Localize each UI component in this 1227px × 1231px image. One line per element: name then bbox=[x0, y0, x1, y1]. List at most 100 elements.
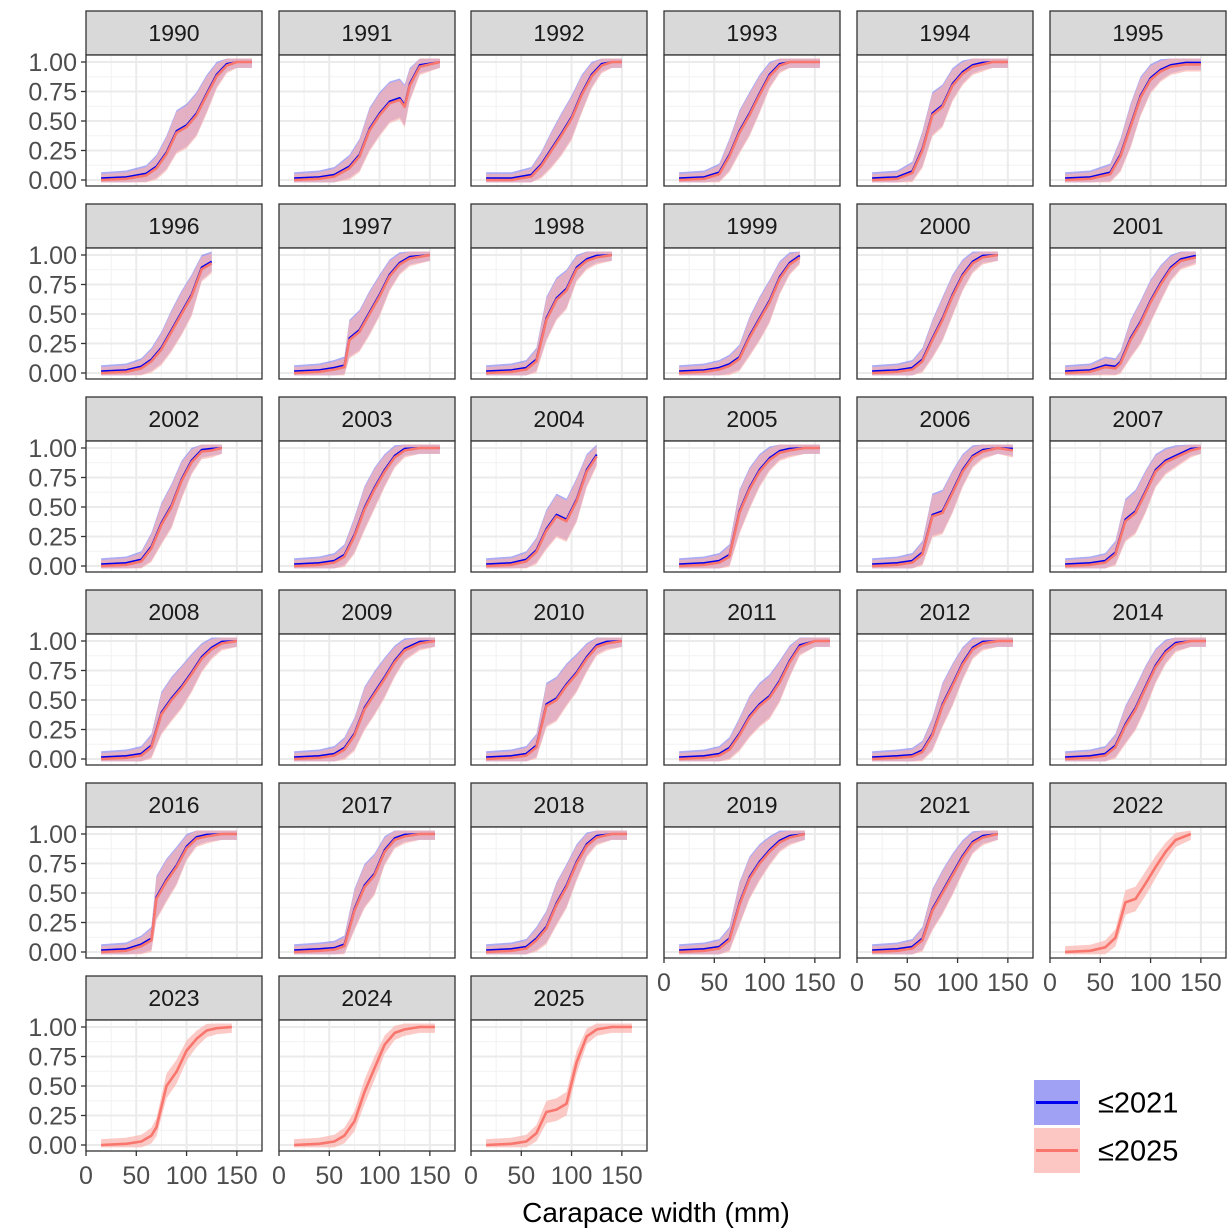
y-tick-label: 0.25 bbox=[28, 138, 77, 166]
x-tick-label: 50 bbox=[893, 969, 921, 997]
x-tick-label: 100 bbox=[359, 1162, 401, 1190]
facet-title: 2024 bbox=[341, 985, 392, 1011]
ribbon-2025 bbox=[294, 830, 435, 955]
facet-panel-2000: 2000 bbox=[856, 203, 1034, 380]
x-axis-label: Carapace width (mm) bbox=[522, 1197, 790, 1228]
facet-border bbox=[470, 247, 648, 380]
facet-title: 1995 bbox=[1112, 20, 1163, 46]
facet-border bbox=[278, 247, 456, 380]
facet-panel-2007: 2007 bbox=[1049, 396, 1227, 573]
ribbon-2025 bbox=[101, 637, 237, 762]
facet-title: 2025 bbox=[533, 985, 584, 1011]
x-tick-label: 150 bbox=[216, 1162, 258, 1190]
facet-border bbox=[663, 826, 841, 959]
facet-title: 2019 bbox=[726, 792, 777, 818]
facet-panel-2011: 2011 bbox=[663, 589, 841, 766]
line-2025 bbox=[486, 1025, 632, 1147]
y-tick-label: 0.75 bbox=[28, 79, 77, 107]
x-tick-label: 150 bbox=[1180, 969, 1222, 997]
facet-panel-2022: 2022 0 50 100 150 bbox=[1043, 782, 1227, 997]
facet-title: 2016 bbox=[148, 792, 199, 818]
x-tick-label: 100 bbox=[551, 1162, 593, 1190]
facet-border bbox=[856, 633, 1034, 766]
facet-title: 1991 bbox=[341, 20, 392, 46]
line-2025 bbox=[486, 455, 598, 568]
facet-strip bbox=[663, 782, 841, 828]
y-tick-label: 0.50 bbox=[28, 687, 77, 715]
ribbon-2025 bbox=[486, 58, 622, 183]
facet-strip bbox=[663, 203, 841, 249]
ribbon-2025 bbox=[294, 58, 440, 183]
x-tick-label: 0 bbox=[79, 1162, 93, 1190]
line-2025 bbox=[101, 639, 238, 761]
line-2025 bbox=[679, 446, 820, 568]
facet-border bbox=[1049, 826, 1227, 959]
line-2025 bbox=[1065, 446, 1202, 568]
facet-panel-2005: 2005 bbox=[663, 396, 841, 573]
line-2025 bbox=[101, 1025, 232, 1147]
y-tick-label: 1.00 bbox=[28, 242, 77, 270]
x-tick-label: 150 bbox=[601, 1162, 643, 1190]
y-tick-label: 1.00 bbox=[28, 49, 77, 77]
ribbon-2025 bbox=[679, 444, 820, 569]
facet-panel-2023: 2023 0.000.250.500.751.00 0 50 100 150 bbox=[28, 975, 263, 1190]
line-2025 bbox=[872, 446, 1014, 568]
y-tick-label: 0.00 bbox=[28, 939, 77, 967]
facet-strip bbox=[85, 396, 263, 442]
facet-title: 2018 bbox=[533, 792, 584, 818]
facet-panel-1992: 1992 bbox=[470, 10, 648, 187]
y-tick-label: 1.00 bbox=[28, 435, 77, 463]
y-tick-label: 0.50 bbox=[28, 108, 77, 136]
line-2021 bbox=[679, 640, 830, 759]
facet-border bbox=[470, 440, 648, 573]
facet-title: 2009 bbox=[341, 599, 392, 625]
facet-border bbox=[278, 633, 456, 766]
ribbon-2025 bbox=[486, 830, 627, 955]
ribbon-2025 bbox=[679, 830, 805, 955]
facet-title: 1996 bbox=[148, 213, 199, 239]
line-2025 bbox=[679, 60, 820, 182]
ribbon-2025 bbox=[294, 251, 430, 376]
facet-panel-2001: 2001 bbox=[1049, 203, 1227, 380]
y-tick-label: 0.00 bbox=[28, 746, 77, 774]
ribbon-2025 bbox=[872, 444, 1013, 569]
x-tick-label: 100 bbox=[166, 1162, 208, 1190]
line-2025 bbox=[872, 253, 999, 375]
x-tick-label: 150 bbox=[987, 969, 1029, 997]
line-2025 bbox=[101, 60, 252, 182]
facet-strip bbox=[470, 975, 648, 1021]
ribbon-2025 bbox=[679, 251, 800, 376]
facet-strip bbox=[1049, 203, 1227, 249]
facet-strip bbox=[856, 203, 1034, 249]
facet-strip bbox=[470, 203, 648, 249]
y-tick-label: 0.50 bbox=[28, 1073, 77, 1101]
legend: ≤2021 ≤2025 bbox=[1034, 1080, 1178, 1173]
facet-panel-2009: 2009 bbox=[278, 589, 456, 766]
facet-border bbox=[663, 633, 841, 766]
line-2025 bbox=[1065, 63, 1201, 182]
facet-strip bbox=[85, 203, 263, 249]
ribbon-2025 bbox=[679, 637, 830, 762]
facet-border bbox=[278, 440, 456, 573]
facet-panel-2008: 2008 0.000.250.500.751.00 bbox=[28, 589, 263, 774]
facet-strip bbox=[1049, 782, 1227, 828]
y-tick-label: 0.50 bbox=[28, 494, 77, 522]
facet-border bbox=[1049, 247, 1227, 380]
line-2025 bbox=[101, 262, 213, 375]
facet-title: 2000 bbox=[919, 213, 970, 239]
facet-title: 2005 bbox=[726, 406, 777, 432]
facet-panel-1996: 1996 0.000.250.500.751.00 bbox=[28, 203, 263, 388]
facet-title: 2002 bbox=[148, 406, 199, 432]
y-tick-label: 0.00 bbox=[28, 1132, 77, 1160]
facet-panel-1993: 1993 bbox=[663, 10, 841, 187]
line-2025 bbox=[294, 446, 440, 568]
y-tick-label: 0.25 bbox=[28, 524, 77, 552]
y-tick-label: 0.75 bbox=[28, 851, 77, 879]
line-2025 bbox=[294, 60, 441, 182]
facet-strip bbox=[856, 782, 1034, 828]
ribbon-2025 bbox=[294, 1023, 435, 1148]
facet-border bbox=[278, 1019, 456, 1152]
facet-border bbox=[856, 440, 1034, 573]
line-2025 bbox=[872, 832, 999, 954]
facet-panel-2018: 2018 bbox=[470, 782, 648, 959]
